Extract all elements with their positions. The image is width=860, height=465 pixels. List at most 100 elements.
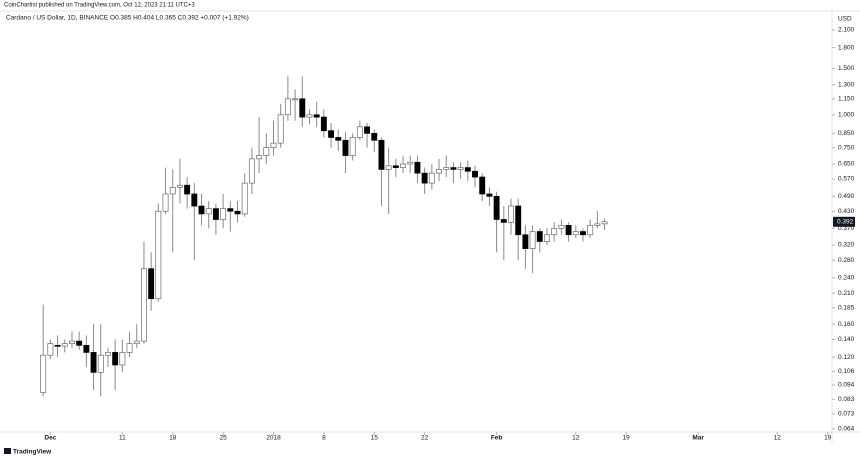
candle-body	[443, 167, 450, 170]
candle-body	[313, 114, 320, 118]
last-price-tag	[833, 216, 855, 227]
candle-body	[263, 147, 270, 156]
y-tick-label: 0.160	[838, 321, 855, 328]
candle-body	[378, 139, 385, 170]
x-tick-label: 19	[824, 435, 832, 442]
y-tick-label: 0.083	[838, 396, 855, 403]
candle-body	[76, 340, 83, 346]
publisher: CoinChartist published on TradingView.co…	[4, 3, 195, 9]
candle-body	[450, 167, 457, 170]
candle-body	[385, 165, 392, 170]
candle-body	[587, 225, 594, 236]
candle-body	[335, 137, 342, 141]
candle-body	[558, 225, 565, 229]
candle-body	[421, 172, 428, 184]
candle-body	[241, 182, 248, 215]
candle-body	[508, 205, 514, 223]
candle-body	[69, 340, 75, 344]
y-tick-label: 0.185	[838, 304, 855, 311]
candle-body	[140, 268, 147, 342]
candle-body	[565, 225, 572, 236]
y-axis-label: USD	[838, 16, 852, 23]
candle-body	[551, 228, 558, 236]
candle-body	[54, 344, 61, 347]
candle-body	[292, 98, 299, 101]
candle-body	[234, 210, 241, 215]
candle-body	[83, 344, 90, 353]
candle-body	[248, 158, 255, 184]
y-tick-label: 1.300	[838, 82, 855, 89]
candle-body	[256, 155, 263, 160]
x-tick-label: 12	[774, 435, 782, 442]
y-tick-label: 0.094	[838, 382, 855, 389]
candle-body	[544, 234, 550, 242]
candle-body	[126, 343, 133, 353]
chart-title: Cardano / US Dollar, 1D, BINANCE O0.385 …	[6, 15, 249, 22]
x-tick-label: Feb	[491, 435, 503, 442]
candle-body	[148, 268, 155, 300]
y-tick-label: 0.140	[838, 336, 855, 343]
x-tick-label: 18	[169, 435, 177, 442]
y-tick-label: 0.570	[838, 176, 855, 183]
candle-body	[212, 208, 219, 220]
candle-body	[90, 352, 97, 373]
x-tick-label: 12	[572, 435, 580, 442]
candle-body	[119, 352, 126, 366]
candle-body	[299, 98, 306, 118]
candle-body	[97, 354, 104, 373]
candle-body	[191, 193, 198, 207]
candle-body	[594, 223, 601, 226]
y-tick-label: 1.150	[838, 96, 855, 103]
candle-body	[342, 139, 349, 156]
x-tick-label: 11	[119, 435, 126, 442]
candle-body	[486, 193, 493, 197]
x-tick-label: 19	[623, 435, 631, 442]
candle-body	[371, 133, 378, 141]
x-tick-label: 15	[371, 435, 379, 442]
candle-body	[364, 126, 371, 134]
candle-body	[436, 169, 442, 174]
candle-body	[500, 219, 507, 223]
candle-body	[284, 98, 291, 116]
y-tick-label: 0.106	[838, 368, 855, 375]
x-tick-label: 2018	[266, 435, 281, 442]
x-tick-label: 22	[421, 435, 429, 442]
candle-body	[472, 170, 478, 178]
x-tick-label: 8	[322, 435, 326, 442]
candle-body	[176, 184, 183, 188]
candle-body	[133, 340, 140, 344]
candle-body	[40, 354, 47, 393]
candle-body	[356, 126, 363, 138]
candle-body	[493, 195, 500, 220]
y-tick-label: 0.280	[838, 257, 855, 264]
logo-icon	[4, 448, 11, 454]
y-tick-label: 2.100	[838, 27, 855, 34]
y-tick-label: 1.500	[838, 65, 855, 72]
candle-body	[205, 208, 212, 215]
y-tick-label: 1.000	[838, 111, 855, 118]
footer: TradingView	[13, 449, 52, 456]
candle-body	[320, 116, 327, 132]
y-tick-label: 0.210	[838, 290, 855, 297]
x-tick-label: Dec	[44, 435, 56, 442]
candle-body	[400, 163, 406, 168]
candle-body	[227, 208, 234, 212]
candle-body	[572, 231, 579, 236]
candle-body	[155, 210, 162, 300]
y-tick-label: 0.750	[838, 144, 855, 151]
candle-body	[580, 231, 586, 236]
y-tick-label: 0.430	[838, 208, 855, 215]
candle-body	[306, 114, 313, 118]
candle-body	[61, 343, 68, 347]
y-tick-label: 0.850	[838, 130, 855, 137]
candle-body	[220, 208, 227, 220]
y-tick-label: 0.650	[838, 161, 855, 168]
y-tick-label: 0.064	[838, 426, 855, 433]
y-tick-label: 0.120	[838, 354, 855, 361]
x-tick-label: 25	[219, 435, 227, 442]
candle-body	[536, 231, 543, 242]
y-tick-label: 0.320	[838, 242, 855, 249]
x-tick-label: Mar	[692, 435, 704, 442]
last-price-label: 0.392	[837, 219, 854, 226]
